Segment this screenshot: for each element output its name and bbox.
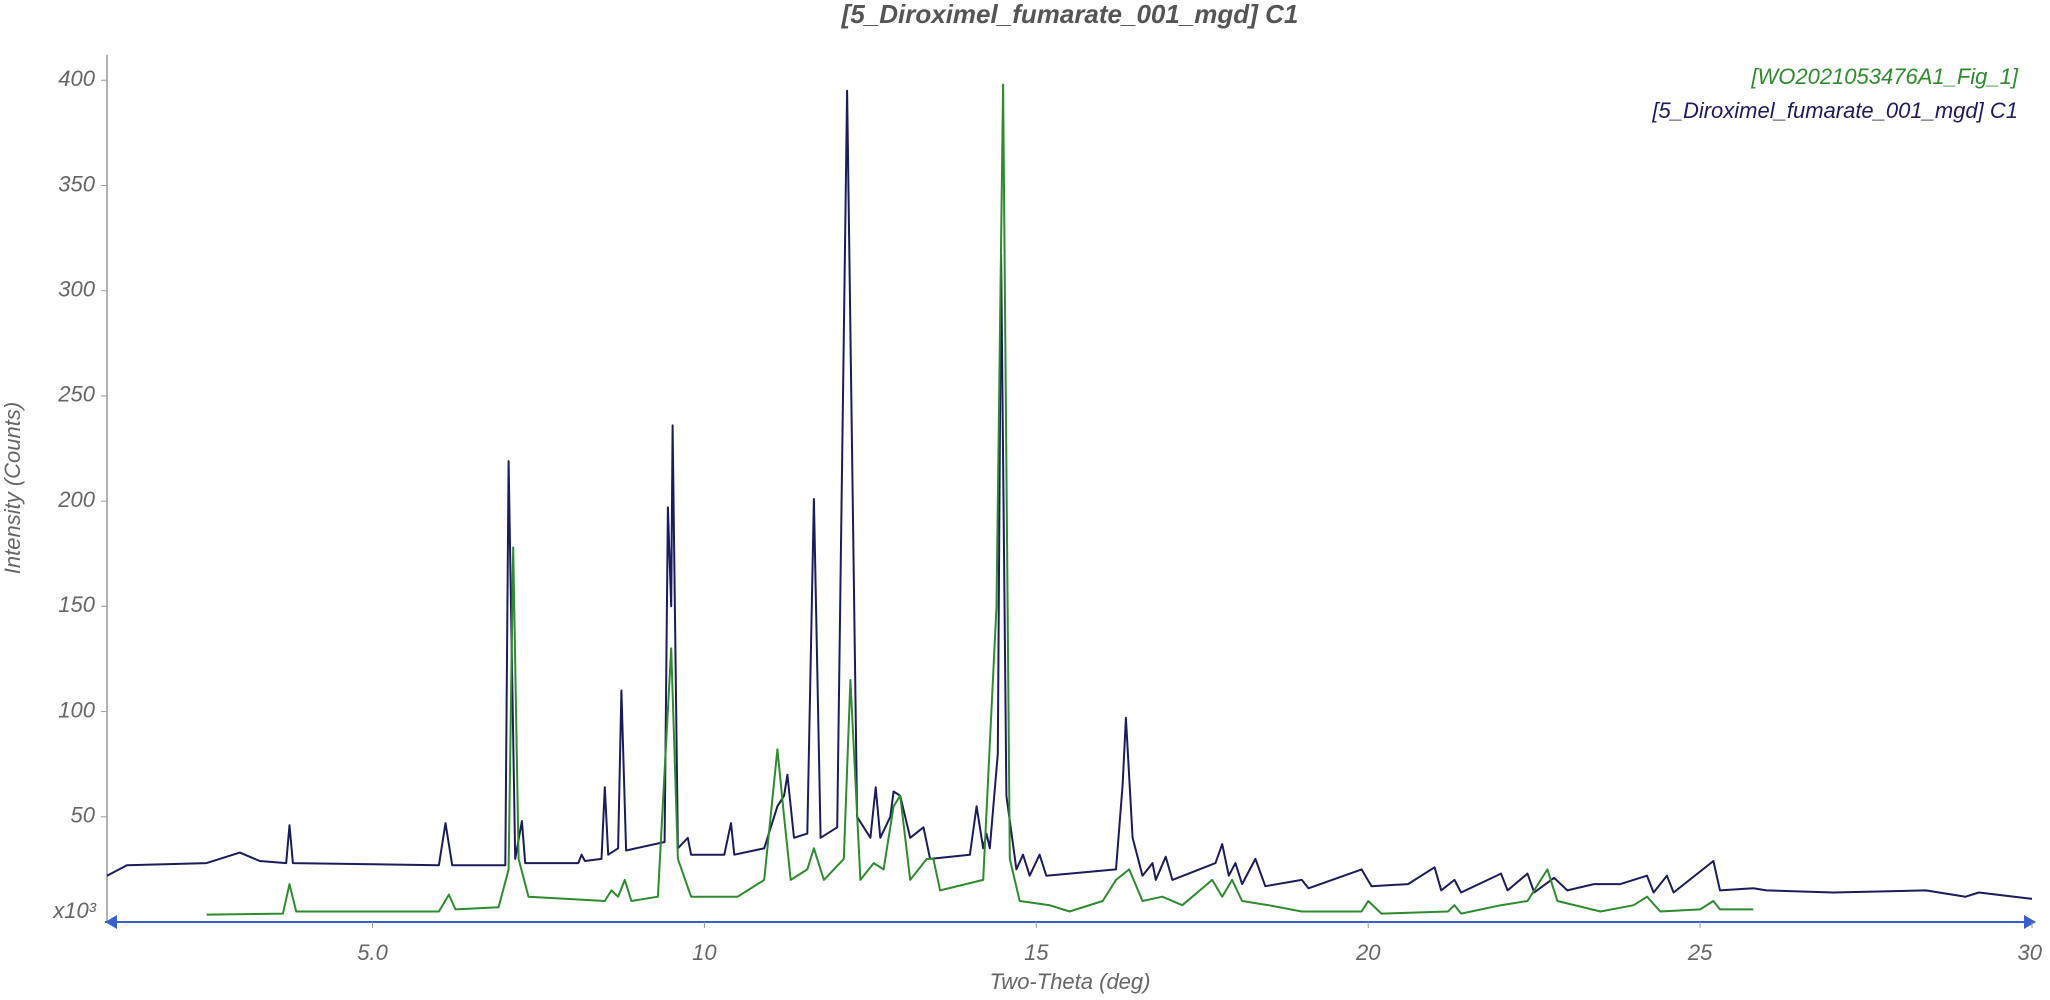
x-tick-label: 20 xyxy=(1355,940,1381,965)
chart-title: [5_Diroximel_fumarate_001_mgd] C1 xyxy=(841,0,1299,29)
y-multiplier: x10³ xyxy=(52,898,96,923)
x-tick-label: 15 xyxy=(1024,940,1049,965)
y-axis-label: Intensity (Counts) xyxy=(0,402,25,574)
x-tick-label: 30 xyxy=(2018,940,2043,965)
x-tick-label: 10 xyxy=(692,940,717,965)
y-tick-label: 150 xyxy=(58,592,95,617)
legend-entry: [WO2021053476A1_Fig_1] xyxy=(1750,64,2019,89)
x-tick-label: 25 xyxy=(1687,940,1713,965)
y-tick-label: 200 xyxy=(57,487,95,512)
data-line xyxy=(106,89,2033,900)
x-tick-label: 5.0 xyxy=(357,940,388,965)
data-line xyxy=(206,83,1754,916)
legend-entry: [5_Diroximel_fumarate_001_mgd] C1 xyxy=(1651,98,2018,123)
axis-arrow xyxy=(105,915,117,929)
y-tick-label: 50 xyxy=(71,803,96,828)
y-tick-label: 350 xyxy=(58,171,95,196)
x-axis-label: Two-Theta (deg) xyxy=(990,969,1151,994)
y-tick-label: 400 xyxy=(58,66,95,91)
axis-arrow xyxy=(2024,915,2036,929)
y-tick-label: 300 xyxy=(58,277,95,302)
y-tick-label: 250 xyxy=(57,382,95,407)
y-tick-label: 100 xyxy=(58,697,95,722)
